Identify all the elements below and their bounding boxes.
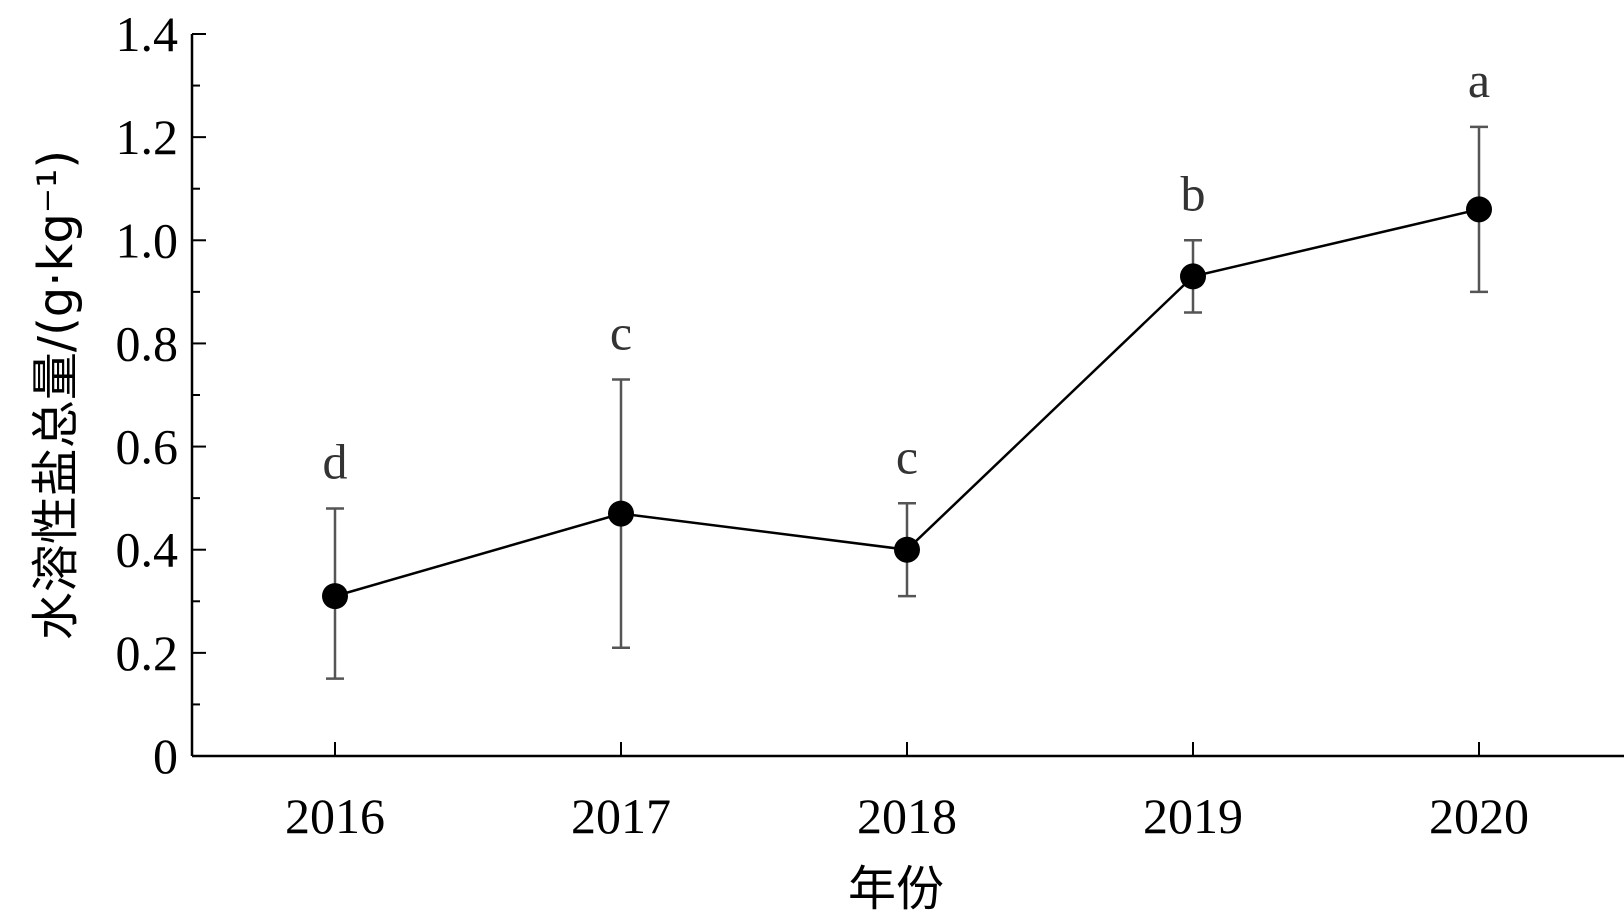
- y-tick-label: 1.2: [116, 109, 179, 165]
- data-point: [1466, 196, 1492, 223]
- x-tick-label: 2016: [285, 788, 385, 844]
- error-bars: [326, 125, 1488, 680]
- y-tick-label: 0.6: [116, 419, 179, 475]
- axes: [190, 34, 1624, 758]
- significance-label: d: [323, 433, 348, 489]
- y-axis-title: 水溶性盐总量/(g·kg⁻¹): [28, 150, 84, 640]
- significance-labels: d c c b a: [323, 52, 1491, 490]
- significance-label: c: [896, 428, 918, 484]
- y-axis-ticks: 0 0.2 0.4 0.6 0.8 1.0 1.2 1.4: [116, 6, 206, 784]
- y-tick-label: 0.2: [116, 625, 179, 681]
- x-axis-title: 年份: [848, 861, 944, 917]
- data-point: [1180, 263, 1206, 290]
- y-tick-label: 0.8: [116, 315, 179, 371]
- data-point: [322, 583, 348, 610]
- x-tick-label: 2020: [1429, 788, 1529, 844]
- data-points: [322, 196, 1492, 610]
- y-tick-label: 0: [153, 728, 178, 784]
- significance-label: a: [1468, 52, 1490, 108]
- x-axis-ticks: 2016 2017 2018 2019 2020: [285, 742, 1529, 844]
- y-tick-label: 1.4: [116, 6, 179, 62]
- x-tick-label: 2017: [571, 788, 671, 844]
- y-tick-label: 1.0: [116, 212, 179, 268]
- x-tick-label: 2018: [857, 788, 957, 844]
- x-tick-label: 2019: [1143, 788, 1243, 844]
- significance-label: b: [1181, 165, 1206, 221]
- data-point: [894, 536, 920, 563]
- y-tick-label: 0.4: [116, 522, 179, 578]
- data-point: [608, 500, 634, 527]
- significance-label: c: [610, 305, 632, 361]
